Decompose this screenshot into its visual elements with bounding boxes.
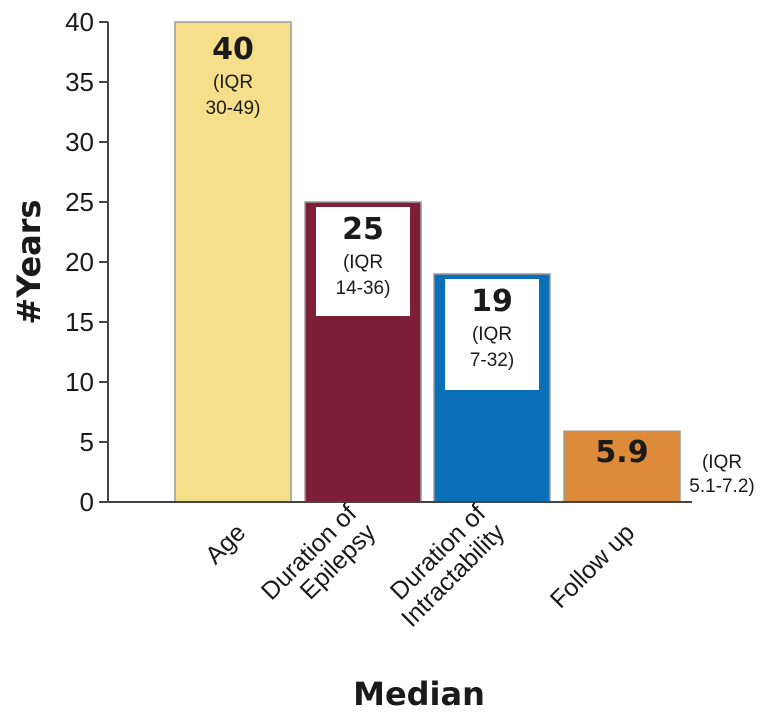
value-label: 5.9: [595, 435, 648, 470]
x-tick-label: Duration ofEpilepsy: [256, 499, 382, 625]
y-tick-label: 20: [65, 247, 94, 277]
y-tick-label: 25: [65, 187, 94, 217]
x-tick-label: Follow up: [545, 518, 640, 613]
x-tick-label: Age: [200, 518, 251, 569]
y-tick-label: 15: [65, 307, 94, 337]
bar-group: 19 (IQR 7-32): [433, 273, 551, 503]
iqr-label: (IQR: [702, 452, 742, 473]
x-tick-label-line: Age: [200, 518, 251, 569]
y-tick-label: 40: [65, 7, 94, 37]
bar-group: 40 (IQR 30-49): [174, 21, 292, 503]
y-tick-label: 10: [65, 367, 94, 397]
y-tick-label: 0: [80, 487, 94, 517]
y-axis: 0 5 10 15 20 25 30 35 40: [65, 7, 109, 517]
x-tick-label-line: Follow up: [545, 518, 640, 613]
iqr-label: 7-32): [470, 350, 514, 371]
iqr-label: (IQR: [472, 324, 512, 345]
bars: 40 (IQR 30-49) 25 (IQR 14-36) 19 (IQR 7-32) 5.9 (I…: [174, 21, 755, 503]
value-label: 25: [342, 212, 384, 247]
value-label: 40: [212, 32, 254, 67]
x-tick-label: Duration ofIntractability: [377, 499, 511, 633]
bar: [174, 21, 292, 503]
y-tick-label: 30: [65, 127, 94, 157]
y-tick-label: 35: [65, 67, 94, 97]
x-axis-title: Median: [353, 675, 485, 713]
iqr-label: 30-49): [206, 98, 261, 119]
value-label: 19: [471, 284, 513, 319]
iqr-label: 5.1-7.2): [689, 476, 754, 497]
iqr-label: 14-36): [336, 278, 391, 299]
iqr-label: (IQR: [213, 72, 253, 93]
value-label-box: [445, 279, 539, 390]
x-axis: Age Duration ofEpilepsy Duration ofIntract…: [108, 499, 692, 633]
bar-group: 5.9 (IQR 5.1-7.2): [563, 430, 755, 503]
y-tick-label: 5: [80, 427, 94, 457]
y-axis-title: #Years: [10, 199, 48, 324]
value-label-box: [316, 207, 410, 316]
iqr-label: (IQR: [343, 252, 383, 273]
bar-group: 25 (IQR 14-36): [304, 201, 422, 503]
